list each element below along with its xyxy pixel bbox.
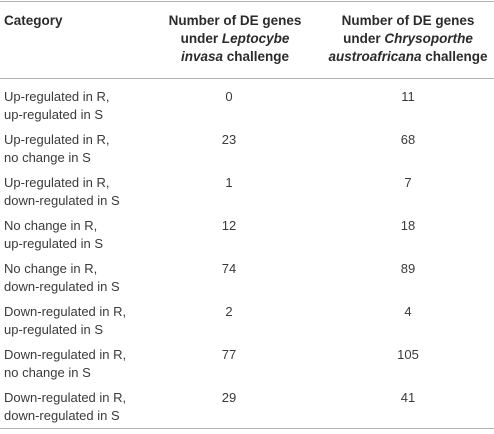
table-row: Down-regulated in R, no change in S 77 10… — [0, 342, 494, 386]
table-row: No change in R, down-regulated in S 74 89 — [0, 256, 494, 300]
header-bottom-rule — [0, 78, 494, 79]
table-row: No change in R, up-regulated in S 12 18 — [0, 213, 494, 257]
table-row: Up-regulated in R, down-regulated in S 1 … — [0, 170, 494, 214]
row-category: Down-regulated in R, down-regulated in S — [4, 390, 127, 423]
row-leptocybe-value: 0 — [225, 89, 233, 104]
row-leptocybe-value: 12 — [221, 218, 237, 233]
table-bottom-rule — [0, 428, 494, 429]
row-category: Up-regulated in R, down-regulated in S — [4, 175, 120, 208]
row-chrysoporthe-value: 7 — [404, 175, 412, 190]
row-category: Up-regulated in R, no change in S — [4, 132, 110, 165]
row-leptocybe-value: 77 — [221, 347, 237, 362]
header-leptocybe-column: Number of DE genes under Leptocybe invas… — [168, 13, 302, 64]
row-category: Up-regulated in R, up-regulated in S — [4, 89, 110, 122]
row-category: Down-regulated in R, up-regulated in S — [4, 304, 127, 337]
header-chrysoporthe-column: Number of DE genes under Chrysoporthe au… — [328, 13, 488, 64]
row-chrysoporthe-value: 4 — [404, 304, 412, 319]
table-row: Up-regulated in R, up-regulated in S 0 11 — [0, 84, 494, 128]
table-row: Down-regulated in R, down-regulated in S … — [0, 385, 494, 429]
table-row: Up-regulated in R, no change in S 23 68 — [0, 127, 494, 171]
row-chrysoporthe-value: 18 — [400, 218, 416, 233]
row-category: No change in R, up-regulated in S — [4, 218, 104, 251]
row-chrysoporthe-value: 11 — [401, 89, 415, 104]
header-category: Category — [4, 13, 63, 28]
row-leptocybe-value: 29 — [221, 390, 237, 405]
row-leptocybe-value: 23 — [221, 132, 237, 147]
row-leptocybe-value: 74 — [221, 261, 237, 276]
row-category: Down-regulated in R, no change in S — [4, 347, 127, 380]
row-leptocybe-value: 1 — [225, 175, 233, 190]
row-category: No change in R, down-regulated in S — [4, 261, 120, 294]
table-top-rule — [0, 1, 494, 2]
row-chrysoporthe-value: 89 — [400, 261, 416, 276]
row-chrysoporthe-value: 105 — [397, 347, 419, 362]
row-leptocybe-value: 2 — [225, 304, 233, 319]
row-chrysoporthe-value: 41 — [400, 390, 416, 405]
table-header: Category Number of DE genes under Leptoc… — [0, 8, 494, 76]
row-chrysoporthe-value: 68 — [400, 132, 416, 147]
table-row: Down-regulated in R, up-regulated in S 2 … — [0, 299, 494, 343]
